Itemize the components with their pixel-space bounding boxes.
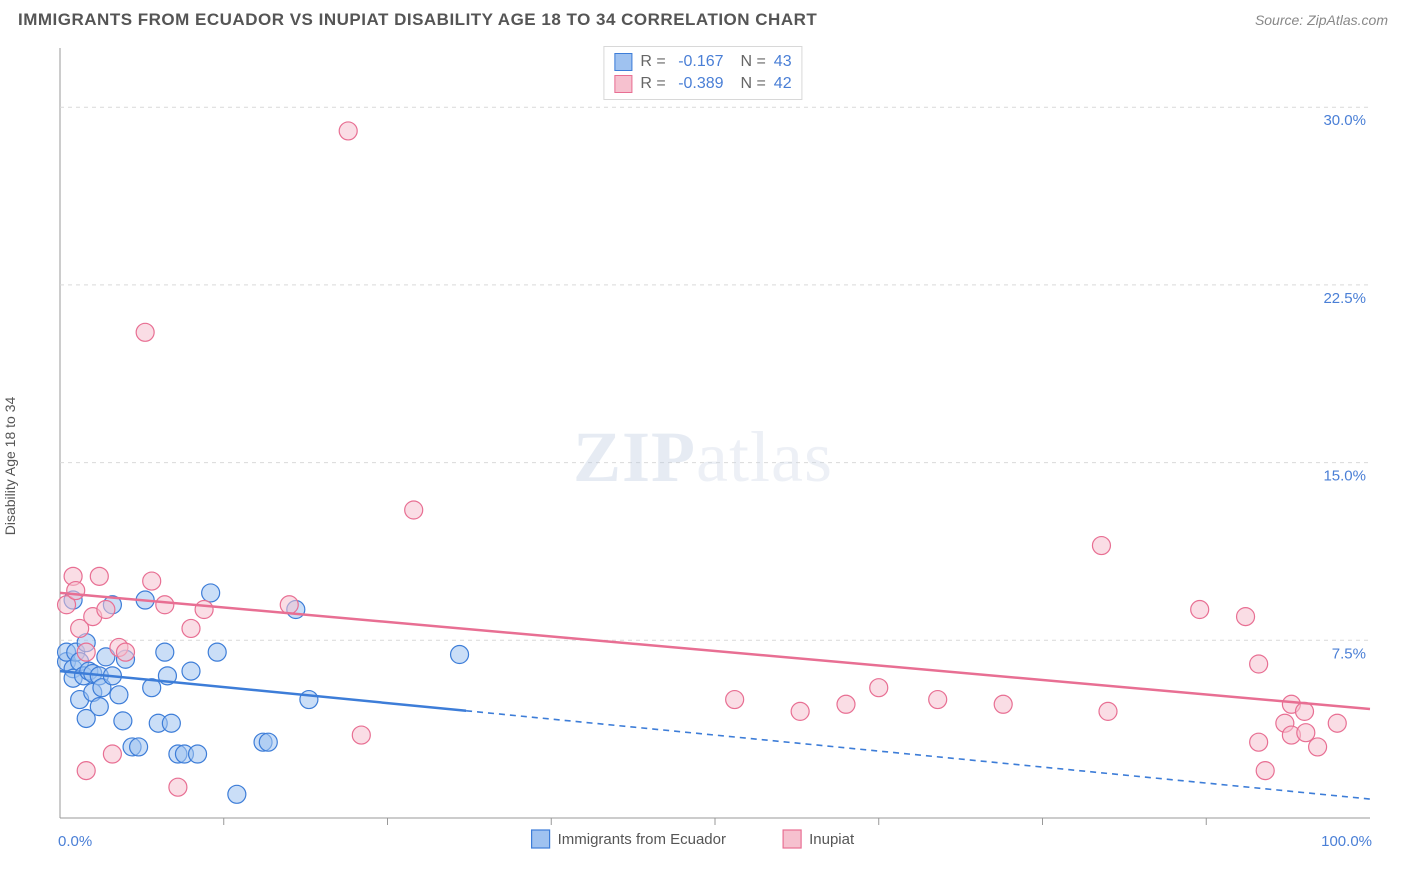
scatter-plot-svg: 7.5% 15.0% 22.5% 30.0% 0.0% 100.0% Immigrants … [0,40,1406,860]
stat-row: R = -0.167 N = 43 [614,51,791,73]
stat-row: R = -0.389 N = 42 [614,73,791,95]
source-label: Source: ZipAtlas.com [1255,12,1388,28]
chart-title: IMMIGRANTS FROM ECUADOR VS INUPIAT DISAB… [18,10,817,30]
svg-text:Immigrants from Ecuador: Immigrants from Ecuador [558,831,726,848]
svg-text:0.0%: 0.0% [58,833,92,850]
stats-legend-box: R = -0.167 N = 43R = -0.389 N = 42 [603,46,802,100]
svg-text:Inupiat: Inupiat [809,831,855,848]
svg-text:15.0%: 15.0% [1323,468,1366,485]
svg-text:30.0%: 30.0% [1323,112,1366,129]
svg-text:22.5%: 22.5% [1323,290,1366,307]
y-axis-label: Disability Age 18 to 34 [2,397,18,536]
svg-text:100.0%: 100.0% [1321,833,1372,850]
svg-text:7.5%: 7.5% [1332,645,1366,662]
chart-area: Disability Age 18 to 34 ZIPatlas 7.5%15.… [0,40,1406,892]
